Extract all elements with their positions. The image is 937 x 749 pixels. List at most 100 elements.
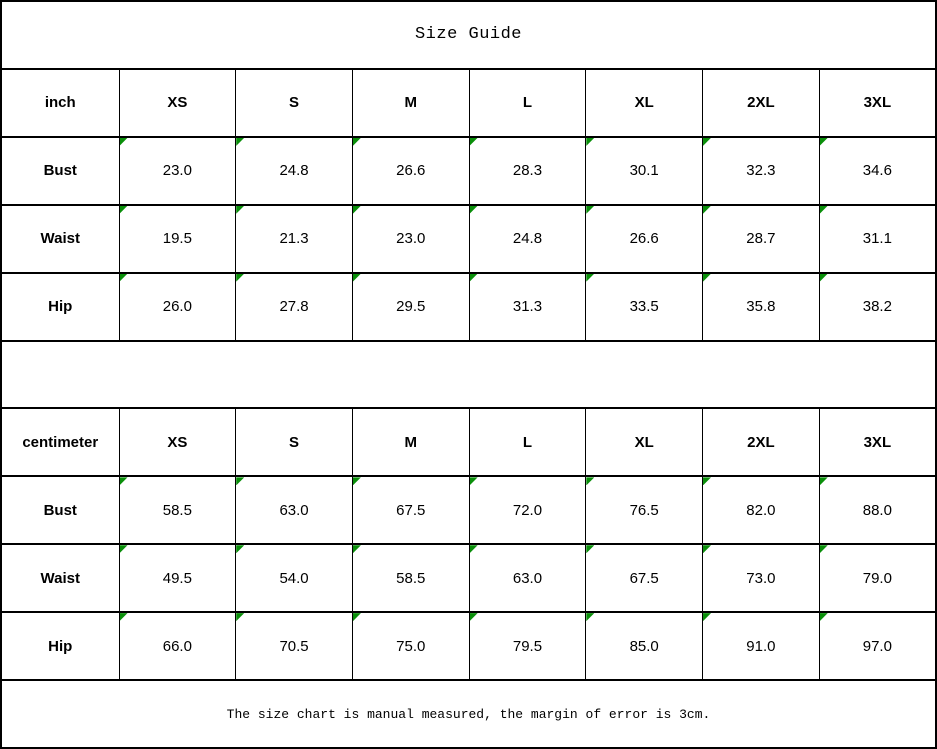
measurement-value-cell: 79.0: [818, 543, 937, 614]
measurement-label: Hip: [0, 611, 120, 682]
measurement-value-cell: 66.0: [118, 611, 237, 682]
measurement-value-cell: 29.5: [351, 271, 470, 342]
measurement-value-cell: 35.8: [702, 271, 820, 342]
green-corner-triangle-icon: [820, 274, 828, 282]
measurement-value: 91.0: [746, 637, 776, 655]
measurement-label: Bust: [0, 475, 120, 546]
measurement-value: 79.0: [862, 569, 892, 587]
green-corner-triangle-icon: [353, 138, 361, 146]
green-corner-triangle-icon: [586, 138, 595, 146]
measurement-value: 58.5: [162, 501, 192, 519]
measurement-value-cell: 32.3: [702, 135, 820, 206]
green-corner-triangle-icon: [703, 546, 712, 554]
size-column-header: S: [235, 67, 353, 138]
measurement-value-cell: 24.8: [235, 135, 353, 206]
measurement-value-cell: 67.5: [351, 475, 470, 546]
green-corner-triangle-icon: [470, 546, 478, 554]
measurement-value-cell: 19.5: [118, 203, 237, 274]
size-header-row: centimeter XS S M L XL 2XL 3XL: [0, 407, 937, 478]
green-corner-triangle-icon: [586, 206, 595, 214]
green-corner-triangle-icon: [703, 478, 712, 486]
measurement-row: Waist 49.5 54.0 58.5 63.0 67.5 73.0 79.0: [0, 543, 937, 614]
measurement-value-cell: 34.6: [818, 135, 937, 206]
measurement-value: 76.5: [629, 501, 659, 519]
measurement-value-cell: 28.7: [702, 203, 820, 274]
measurement-value-cell: 21.3: [235, 203, 353, 274]
measurement-value-cell: 26.6: [351, 135, 470, 206]
size-column-header: 2XL: [702, 407, 820, 478]
measurement-value-cell: 30.1: [585, 135, 704, 206]
size-column-header: M: [351, 67, 470, 138]
measurement-value: 24.8: [512, 230, 543, 248]
green-corner-triangle-icon: [470, 274, 478, 282]
green-corner-triangle-icon: [703, 206, 712, 214]
green-corner-triangle-icon: [470, 478, 478, 486]
measurement-value: 23.0: [162, 162, 192, 180]
measurement-value: 75.0: [396, 637, 426, 655]
size-column-header: XS: [118, 67, 237, 138]
measurement-value: 85.0: [629, 637, 659, 655]
measurement-value-cell: 58.5: [118, 475, 237, 546]
green-corner-triangle-icon: [236, 138, 245, 146]
measurement-value: 72.0: [512, 501, 543, 519]
size-column-header: XL: [585, 67, 704, 138]
measurement-value: 30.1: [629, 162, 659, 180]
green-corner-triangle-icon: [236, 546, 245, 554]
measurement-label: Waist: [0, 543, 120, 614]
measurement-value-cell: 26.0: [118, 271, 237, 342]
green-corner-triangle-icon: [236, 274, 245, 282]
measurement-value: 23.0: [396, 230, 426, 248]
size-column-header: L: [468, 407, 587, 478]
measurement-value: 32.3: [746, 162, 776, 180]
measurement-value: 33.5: [629, 298, 659, 316]
measurement-value-cell: 49.5: [118, 543, 237, 614]
measurement-value-cell: 31.1: [818, 203, 937, 274]
size-column-header: M: [351, 407, 470, 478]
measurement-value: 97.0: [862, 637, 892, 655]
measurement-value-cell: 91.0: [702, 611, 820, 682]
green-corner-triangle-icon: [470, 614, 478, 622]
page-title: Size Guide: [0, 0, 937, 70]
green-corner-triangle-icon: [353, 274, 361, 282]
green-corner-triangle-icon: [119, 206, 128, 214]
green-corner-triangle-icon: [586, 614, 595, 622]
green-corner-triangle-icon: [820, 138, 828, 146]
measurement-value: 29.5: [396, 298, 426, 316]
measurement-row: Hip 66.0 70.5 75.0 79.5 85.0 91.0 97.0: [0, 611, 937, 682]
measurement-value-cell: 88.0: [818, 475, 937, 546]
measurement-value: 28.7: [746, 230, 776, 248]
measurement-value: 21.3: [279, 230, 309, 248]
size-column-header: XS: [118, 407, 237, 478]
measurement-value: 49.5: [162, 569, 192, 587]
green-corner-triangle-icon: [820, 546, 828, 554]
green-corner-triangle-icon: [119, 274, 128, 282]
size-column-header: 3XL: [818, 407, 937, 478]
unit-label: inch: [0, 67, 120, 138]
measurement-value-cell: 97.0: [818, 611, 937, 682]
measurement-value-cell: 67.5: [585, 543, 704, 614]
measurement-label: Hip: [0, 271, 120, 342]
green-corner-triangle-icon: [586, 274, 595, 282]
title-row: Size Guide: [0, 0, 937, 70]
measurement-value: 67.5: [629, 569, 659, 587]
footer-note: The size chart is manual measured, the m…: [0, 679, 937, 749]
measurement-row: Hip 26.0 27.8 29.5 31.3 33.5 35.8 38.2: [0, 271, 937, 342]
measurement-value-cell: 70.5: [235, 611, 353, 682]
green-corner-triangle-icon: [470, 206, 478, 214]
green-corner-triangle-icon: [119, 546, 128, 554]
size-column-header: 3XL: [818, 67, 937, 138]
measurement-value: 35.8: [746, 298, 776, 316]
green-corner-triangle-icon: [353, 546, 361, 554]
measurement-value: 26.6: [629, 230, 659, 248]
measurement-value: 63.0: [512, 569, 543, 587]
size-header-row: inch XS S M L XL 2XL 3XL: [0, 67, 937, 138]
measurement-value: 26.6: [396, 162, 426, 180]
measurement-value: 38.2: [862, 298, 892, 316]
measurement-value: 19.5: [162, 230, 192, 248]
green-corner-triangle-icon: [236, 206, 245, 214]
measurement-label: Bust: [0, 135, 120, 206]
measurement-value: 27.8: [279, 298, 309, 316]
green-corner-triangle-icon: [820, 206, 828, 214]
measurement-value-cell: 63.0: [468, 543, 587, 614]
